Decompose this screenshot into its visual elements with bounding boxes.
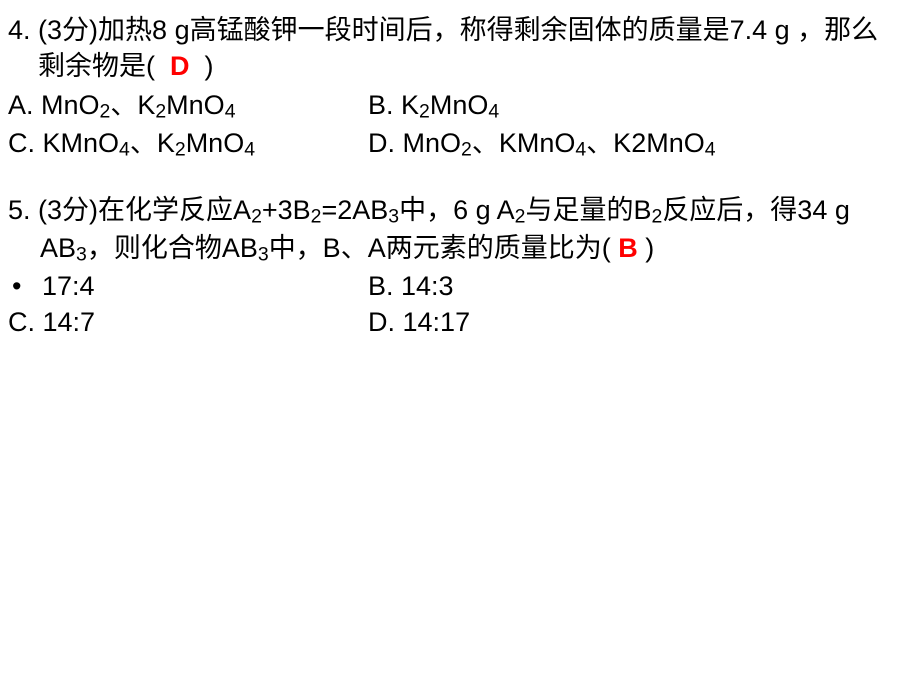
opt-label: C.	[8, 128, 43, 158]
opt-label: D.	[368, 128, 403, 158]
q4-stem-text-a: 加热8 g高锰酸钾一段时间后，称得剩余固体的质量是7.4 g ，那么剩余物是(	[38, 15, 878, 81]
q4-options-row-2: C. KMnO4、K2MnO4 D. MnO2、KMnO4、K2MnO4	[8, 125, 900, 163]
bullet-icon: •	[8, 268, 42, 304]
opt-text: MnO2、K2MnO4	[41, 90, 235, 120]
q4-options-row-1: A. MnO2、K2MnO4 B. K2MnO4	[8, 87, 900, 125]
opt-text: 17:4	[42, 268, 95, 304]
opt-text: 14:17	[403, 307, 471, 337]
opt-label: B.	[368, 271, 401, 301]
q5-options-row-2: C. 14:7 D. 14:17	[8, 304, 900, 340]
q4-option-c: C. KMnO4、K2MnO4	[8, 125, 368, 163]
q5-option-b: B. 14:3	[368, 268, 900, 304]
q5-stem-text: 在化学反应A2+3B2=2AB3中，6 g A2与足量的B2反应后，得34 g …	[40, 195, 850, 263]
q5-stem-close: )	[645, 233, 654, 263]
q5-option-c: C. 14:7	[8, 304, 368, 340]
opt-text: MnO2、KMnO4、K2MnO4	[403, 128, 716, 158]
q5-option-a: • 17:4	[8, 268, 368, 304]
q4-option-a: A. MnO2、K2MnO4	[8, 87, 368, 125]
q4-option-b: B. K2MnO4	[368, 87, 900, 125]
question-5: 5. (3分)在化学反应A2+3B2=2AB3中，6 g A2与足量的B2反应后…	[8, 192, 900, 340]
q4-number: 4.	[8, 15, 31, 45]
opt-label: A.	[8, 90, 41, 120]
q4-stem-text-b: )	[205, 51, 214, 81]
q4-answer: D	[170, 51, 190, 81]
q5-stem: 5. (3分)在化学反应A2+3B2=2AB3中，6 g A2与足量的B2反应后…	[8, 192, 900, 267]
q4-stem: 4. (3分)加热8 g高锰酸钾一段时间后，称得剩余固体的质量是7.4 g ，那…	[8, 12, 900, 85]
opt-text: K2MnO4	[401, 90, 499, 120]
opt-text: KMnO4、K2MnO4	[43, 128, 256, 158]
q5-number: 5.	[8, 195, 31, 225]
q5-answer: B	[618, 233, 638, 263]
q4-points: (3分)	[38, 15, 98, 45]
slide-page: 4. (3分)加热8 g高锰酸钾一段时间后，称得剩余固体的质量是7.4 g ，那…	[0, 0, 920, 383]
opt-label: C.	[8, 307, 43, 337]
q5-points: (3分)	[38, 195, 98, 225]
q5-options-row-1: • 17:4 B. 14:3	[8, 268, 900, 304]
opt-label: D.	[368, 307, 403, 337]
q5-option-d: D. 14:17	[368, 304, 900, 340]
opt-text: 14:3	[401, 271, 454, 301]
opt-label: B.	[368, 90, 401, 120]
question-4: 4. (3分)加热8 g高锰酸钾一段时间后，称得剩余固体的质量是7.4 g ，那…	[8, 12, 900, 162]
q4-option-d: D. MnO2、KMnO4、K2MnO4	[368, 125, 900, 163]
opt-text: 14:7	[43, 307, 96, 337]
